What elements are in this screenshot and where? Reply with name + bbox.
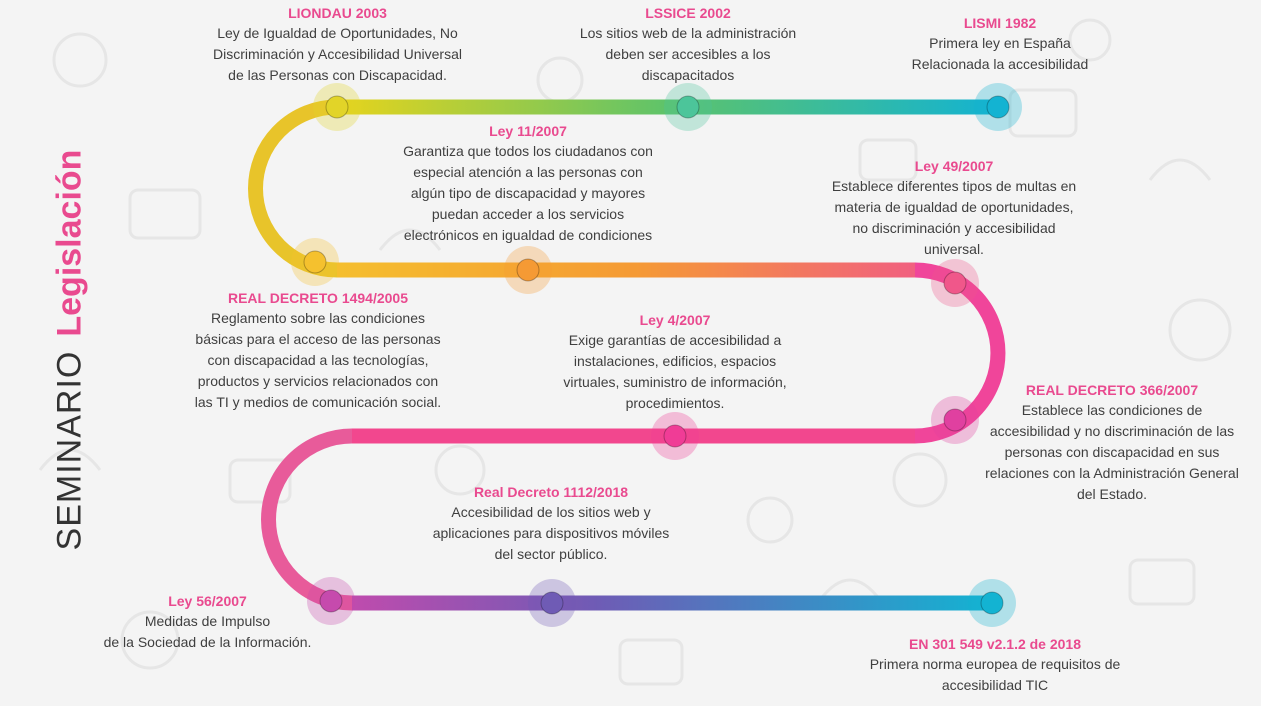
- event-description: Reglamento sobre las condiciones básicas…: [194, 310, 442, 410]
- event-title: Real Decreto 1112/2018: [473, 484, 629, 500]
- event-real-decreto-366-2007: REAL DECRETO 366/2007 Establece las cond…: [968, 380, 1256, 505]
- event-description: Garantiza que todos los ciudadanos con e…: [403, 143, 653, 243]
- marker-dot: [516, 258, 540, 282]
- event-title: EN 301 549 v2.1.2 de 2018: [908, 636, 1082, 652]
- road-curve-3: [261, 428, 353, 611]
- event-ley-49-2007: Ley 49/2007 Establece diferentes tipos d…: [800, 156, 1108, 260]
- event-real-decreto-1494-2005: REAL DECRETO 1494/2005 Reglamento sobre …: [168, 288, 468, 413]
- event-title: REAL DECRETO 1494/2005: [227, 290, 408, 306]
- event-description: Medidas de Impulso de la Sociedad de la …: [103, 613, 312, 650]
- event-en-301-549: EN 301 549 v2.1.2 de 2018 Primera norma …: [850, 634, 1140, 696]
- marker-dot: [676, 95, 700, 119]
- event-description: Los sitios web de la administración debe…: [579, 25, 797, 83]
- event-ley-56-2007: Ley 56/2007 Medidas de Impulso de la Soc…: [90, 591, 325, 653]
- event-lismi-1982: LISMI 1982 Primera ley en España Relacio…: [880, 13, 1120, 75]
- event-title: Ley 49/2007: [914, 158, 994, 174]
- event-title: REAL DECRETO 366/2007: [1025, 382, 1199, 398]
- marker-dot: [943, 271, 967, 295]
- event-real-decreto-1112-2018: Real Decreto 1112/2018 Accesibilidad de …: [410, 482, 692, 565]
- page-title: SEMINARIO Legislación: [51, 150, 90, 551]
- marker-dot: [325, 95, 349, 119]
- marker-dot: [943, 408, 967, 432]
- event-lssice-2002: LSSICE 2002 Los sitios web de la adminis…: [548, 3, 828, 86]
- event-title: LISMI 1982: [963, 15, 1037, 31]
- event-liondau-2003: LIONDAU 2003 Ley de Igualdad de Oportuni…: [185, 3, 490, 86]
- marker-dot: [663, 424, 687, 448]
- event-description: Establece las condiciones de accesibilid…: [985, 402, 1239, 502]
- event-description: Accesibilidad de los sitios web y aplica…: [432, 504, 670, 562]
- event-description: Establece diferentes tipos de multas en …: [831, 178, 1077, 257]
- marker-dot: [303, 250, 327, 274]
- event-ley-4-2007: Ley 4/2007 Exige garantías de accesibili…: [540, 310, 810, 414]
- event-title: LSSICE 2002: [645, 5, 731, 21]
- event-title: Ley 11/2007: [489, 123, 567, 139]
- road-curve-1: [248, 99, 338, 278]
- event-ley-11-2007: Ley 11/2007 Garantiza que todos los ciud…: [375, 121, 681, 246]
- timeline-markers: [291, 83, 1022, 627]
- marker-dot: [540, 591, 564, 615]
- marker-dot: [319, 589, 343, 613]
- title-prefix: SEMINARIO: [50, 350, 89, 551]
- event-description: Ley de Igualdad de Oportunidades, No Dis…: [213, 25, 462, 83]
- event-description: Primera ley en España Relacionada la acc…: [911, 35, 1089, 72]
- event-description: Primera norma europea de requisitos de a…: [869, 656, 1121, 693]
- event-title: Ley 4/2007: [639, 312, 711, 328]
- event-title: LIONDAU 2003: [288, 5, 387, 21]
- title-highlight: Legislación: [50, 149, 89, 337]
- event-description: Exige garantías de accesibilidad a insta…: [563, 332, 787, 411]
- marker-dot: [980, 591, 1004, 615]
- event-title: Ley 56/2007: [168, 593, 247, 609]
- marker-dot: [986, 95, 1010, 119]
